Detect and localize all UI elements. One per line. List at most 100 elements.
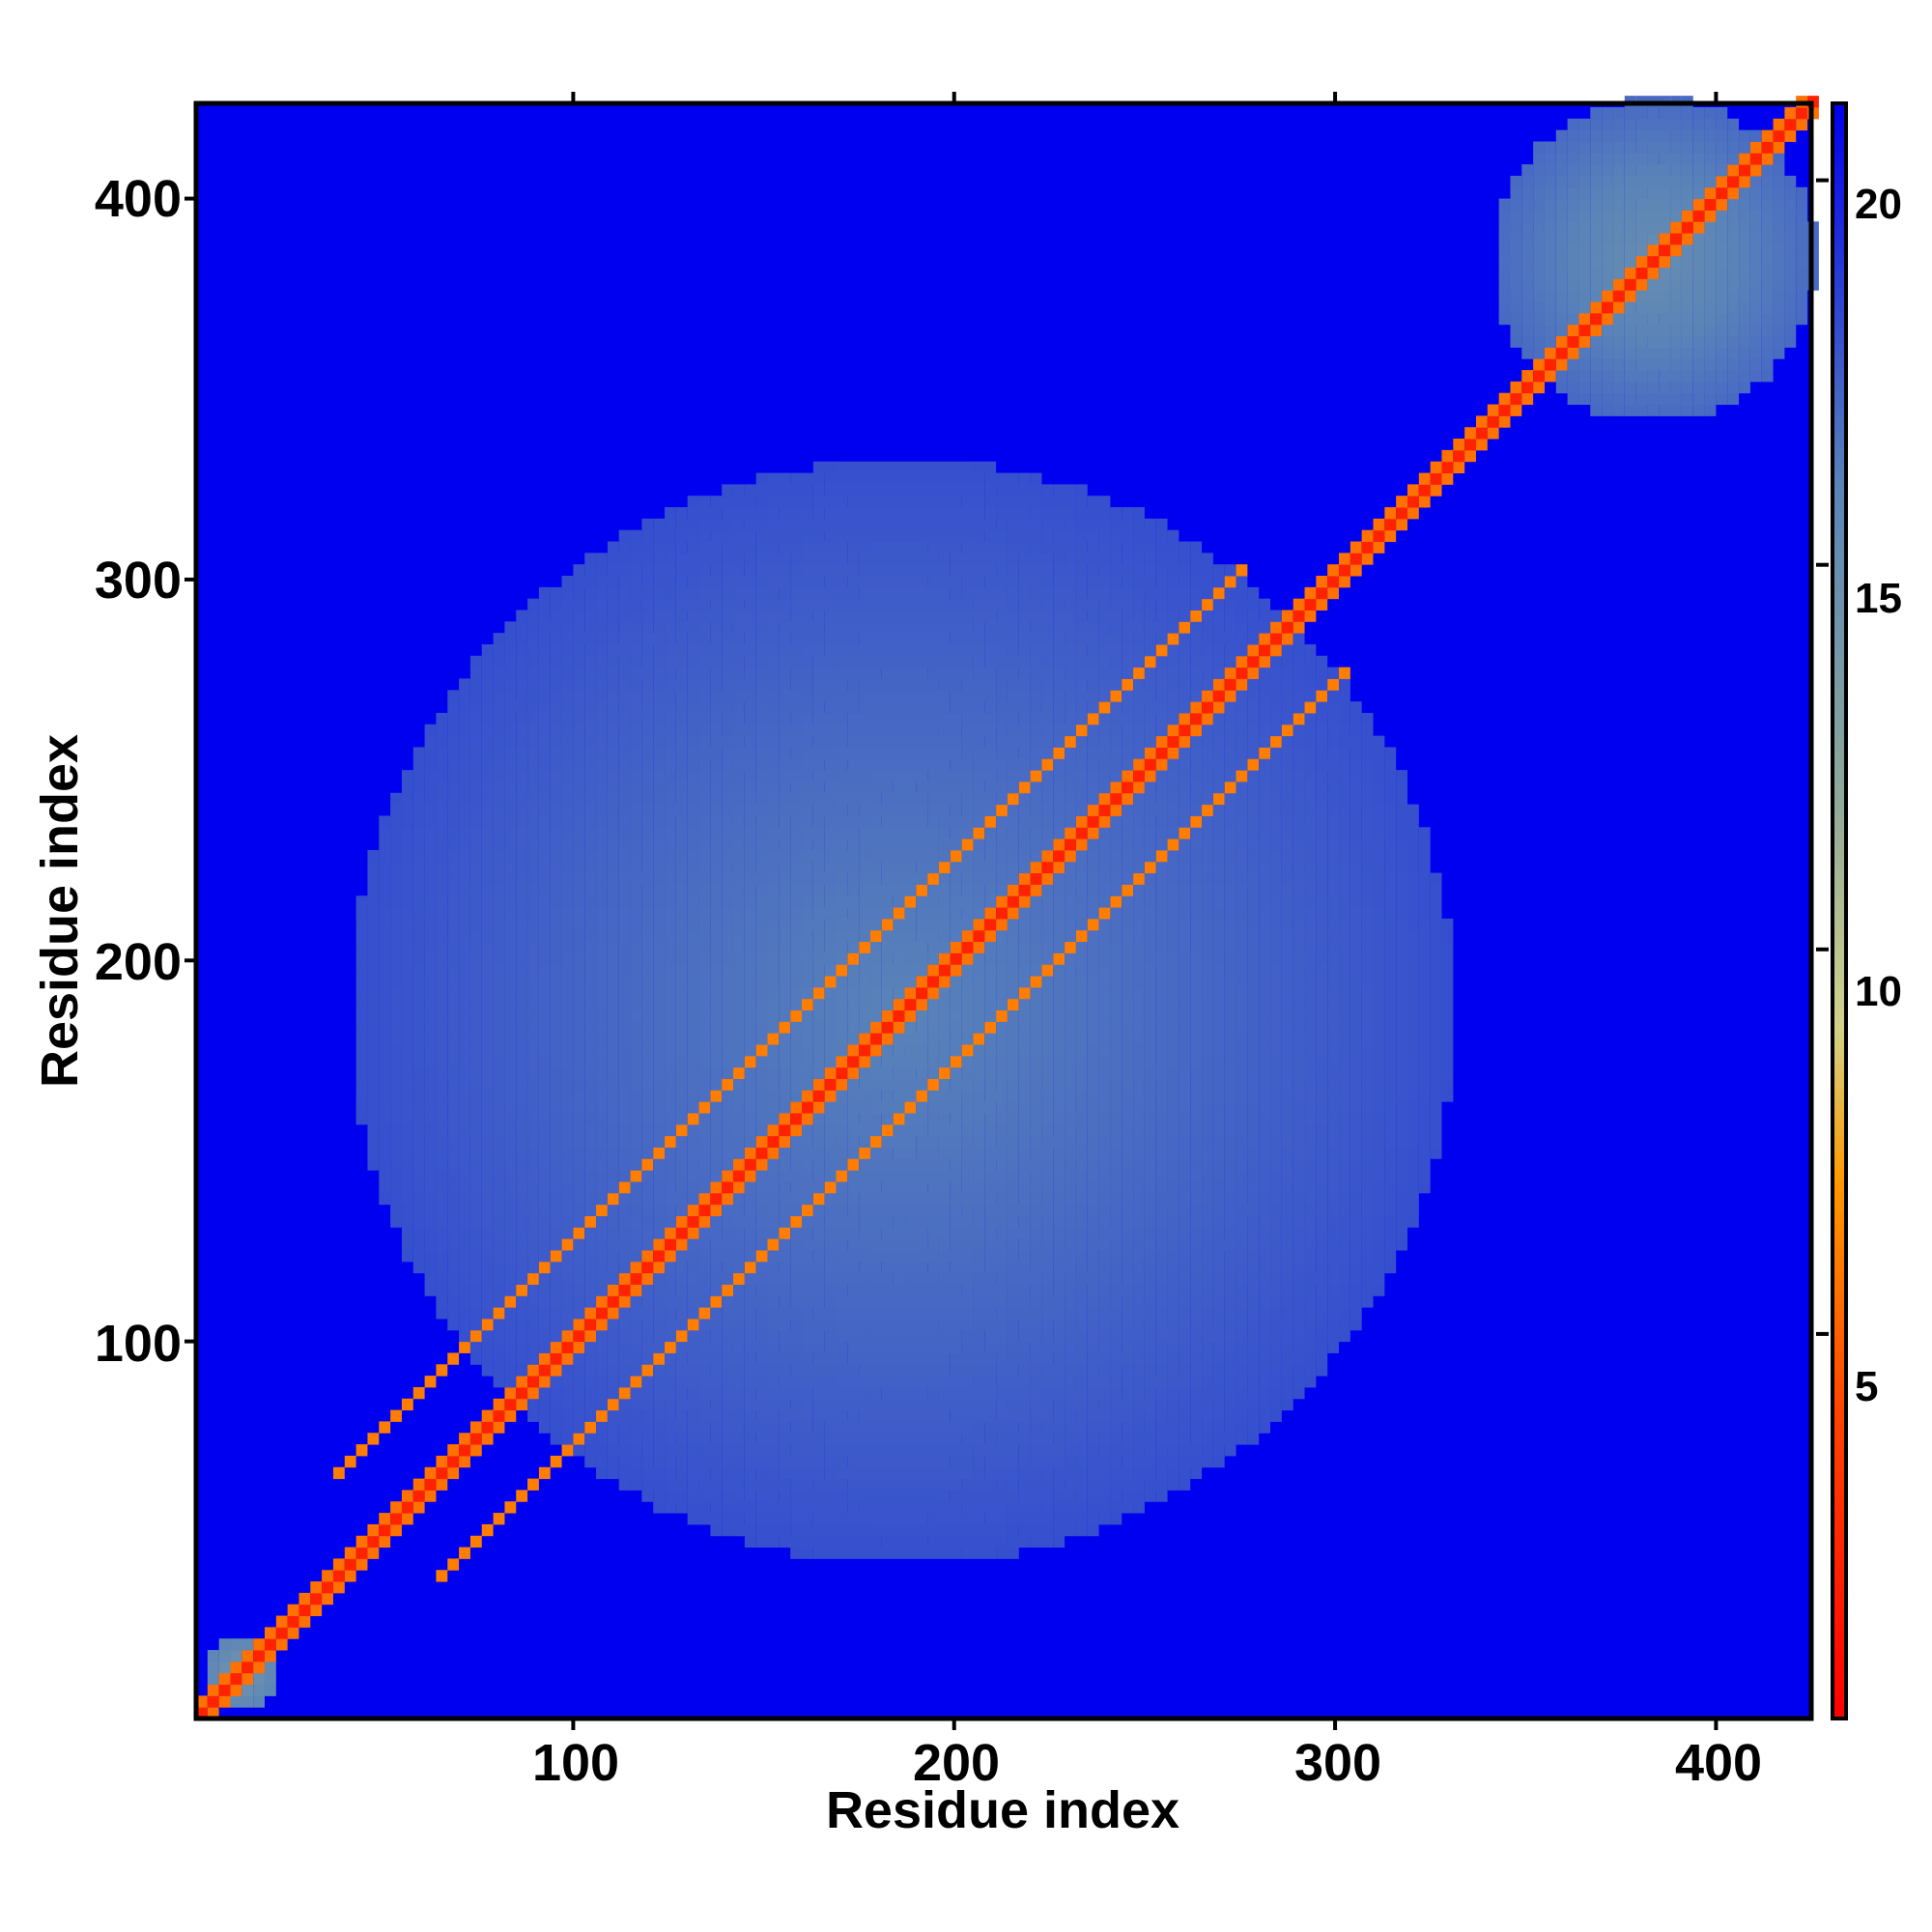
heatmap-cell-run bbox=[469, 1421, 482, 1434]
heatmap-cell-run bbox=[1247, 1261, 1260, 1274]
heatmap-cell-run bbox=[1122, 838, 1134, 851]
heatmap-cell-run bbox=[1098, 1249, 1111, 1263]
heatmap-cell-run bbox=[1293, 1135, 1305, 1148]
heatmap-cell-run bbox=[379, 827, 391, 839]
heatmap-cell-run bbox=[698, 1307, 711, 1320]
heatmap-cell-run bbox=[1110, 1033, 1122, 1045]
heatmap-cell-run bbox=[1098, 827, 1111, 839]
heatmap-cell-run bbox=[698, 1113, 711, 1125]
heatmap-cell-run bbox=[859, 1066, 870, 1080]
heatmap-cell-run bbox=[950, 986, 962, 1000]
heatmap-cell-run bbox=[1236, 895, 1248, 908]
heatmap-cell-run bbox=[1236, 838, 1248, 851]
heatmap-cell-run bbox=[1190, 976, 1203, 988]
heatmap-cell-run bbox=[1155, 986, 1168, 1000]
heatmap-cell-run bbox=[1075, 976, 1088, 988]
heatmap-cell-run bbox=[1030, 1398, 1054, 1411]
heatmap-cell-run bbox=[459, 838, 470, 851]
heatmap-cell-run bbox=[733, 1444, 745, 1457]
heatmap-cell-run bbox=[1247, 1066, 1260, 1080]
heatmap-cell-run bbox=[1065, 1433, 1088, 1445]
heatmap-cell-run bbox=[1304, 1090, 1317, 1102]
heatmap-cell-run bbox=[459, 1044, 470, 1057]
heatmap-cell-run bbox=[1224, 884, 1236, 896]
heatmap-cell-run bbox=[1270, 1055, 1282, 1068]
heatmap-cell-run bbox=[1155, 1044, 1168, 1057]
heatmap-cell-run bbox=[401, 895, 413, 908]
heatmap-cell-run bbox=[1418, 1033, 1431, 1045]
heatmap-cell-run bbox=[607, 986, 619, 1000]
heatmap-cell-run bbox=[584, 1009, 597, 1022]
heatmap-cell-run bbox=[779, 1192, 802, 1206]
heatmap-cell-run bbox=[790, 1181, 802, 1194]
heatmap-cell-run bbox=[927, 770, 974, 782]
heatmap-cell-run bbox=[538, 1307, 551, 1320]
heatmap-cell-run bbox=[1007, 1535, 1031, 1548]
heatmap-cell-run bbox=[950, 827, 974, 839]
heatmap-cell-run bbox=[1373, 1147, 1385, 1159]
heatmap-cell-run bbox=[1202, 1376, 1213, 1388]
heatmap-cell-run bbox=[481, 1021, 494, 1034]
heatmap-cell-run bbox=[802, 1307, 813, 1320]
heatmap-cell-run bbox=[1053, 1318, 1065, 1331]
heatmap-cell-run bbox=[481, 998, 494, 1011]
heatmap-cell-run bbox=[744, 849, 756, 863]
heatmap-cell-run bbox=[469, 918, 482, 931]
heatmap-cell-run bbox=[573, 1398, 585, 1411]
heatmap-cell-run bbox=[584, 1295, 597, 1308]
heatmap-cell-run bbox=[698, 1478, 723, 1491]
heatmap-cell-run bbox=[767, 1090, 780, 1102]
heatmap-cell-run bbox=[802, 1055, 813, 1068]
heatmap-cell-run bbox=[561, 1249, 574, 1263]
heatmap-cell-run bbox=[1065, 1055, 1076, 1068]
heatmap-cell-run bbox=[1098, 1341, 1111, 1353]
heatmap-cell-run bbox=[1179, 1409, 1191, 1422]
heatmap-cell-run bbox=[516, 1113, 528, 1125]
heatmap-cell-run bbox=[961, 1478, 997, 1491]
heatmap-cell-run bbox=[675, 1364, 699, 1377]
heatmap-cell-run bbox=[379, 861, 391, 874]
heatmap-cell-run bbox=[1304, 1135, 1317, 1148]
heatmap-cell-run bbox=[698, 838, 711, 851]
heatmap-cell-run bbox=[1167, 907, 1179, 920]
heatmap-cell-run bbox=[516, 861, 528, 874]
heatmap-cell-run bbox=[665, 1466, 676, 1480]
heatmap-cell-run bbox=[973, 1021, 985, 1034]
heatmap-cell-run bbox=[790, 1284, 825, 1296]
heatmap-cell-run bbox=[1293, 827, 1305, 839]
heatmap-cell-run bbox=[596, 1090, 608, 1102]
heatmap-cell-run bbox=[698, 1192, 711, 1206]
heatmap-cell-run bbox=[1179, 861, 1191, 874]
heatmap-cell-run bbox=[927, 1044, 939, 1057]
heatmap-cell-run bbox=[1122, 849, 1134, 863]
heatmap-cell-run bbox=[584, 804, 597, 816]
heatmap-cell-run bbox=[698, 1066, 711, 1080]
heatmap-cell-run bbox=[950, 1352, 997, 1365]
heatmap-cell-run bbox=[1270, 1364, 1282, 1377]
heatmap-cell-run bbox=[812, 907, 837, 920]
heatmap-cell-run bbox=[459, 1181, 470, 1194]
heatmap-cell-run bbox=[355, 998, 368, 1011]
heatmap-cell-run bbox=[1144, 1364, 1156, 1377]
heatmap-cell-run bbox=[1098, 1433, 1111, 1445]
heatmap-cell-run bbox=[1030, 1044, 1042, 1057]
heatmap-cell-run bbox=[961, 1113, 974, 1125]
heatmap-cell-run bbox=[675, 849, 688, 863]
heatmap-cell-run bbox=[573, 1090, 585, 1102]
heatmap-cell-run bbox=[630, 907, 642, 920]
heatmap-cell-run bbox=[1087, 1444, 1099, 1457]
heatmap-cell-run bbox=[1190, 1409, 1203, 1422]
heatmap-cell-run bbox=[665, 849, 676, 863]
heatmap-cell-run bbox=[1224, 1341, 1236, 1353]
heatmap-cell-run bbox=[504, 1181, 517, 1194]
heatmap-cell-run bbox=[447, 1238, 460, 1251]
heatmap-cell-run bbox=[1110, 804, 1122, 816]
heatmap-cell-run bbox=[436, 1090, 448, 1102]
heatmap-cell-run bbox=[550, 1295, 562, 1308]
heatmap-cell-run bbox=[596, 976, 608, 988]
heatmap-cell-run bbox=[1396, 792, 1407, 806]
heatmap-cell-run bbox=[367, 861, 380, 874]
heatmap-cell-run bbox=[1407, 907, 1419, 920]
heatmap-cell-run bbox=[1018, 838, 1031, 851]
heatmap-cell-run bbox=[687, 1352, 699, 1365]
